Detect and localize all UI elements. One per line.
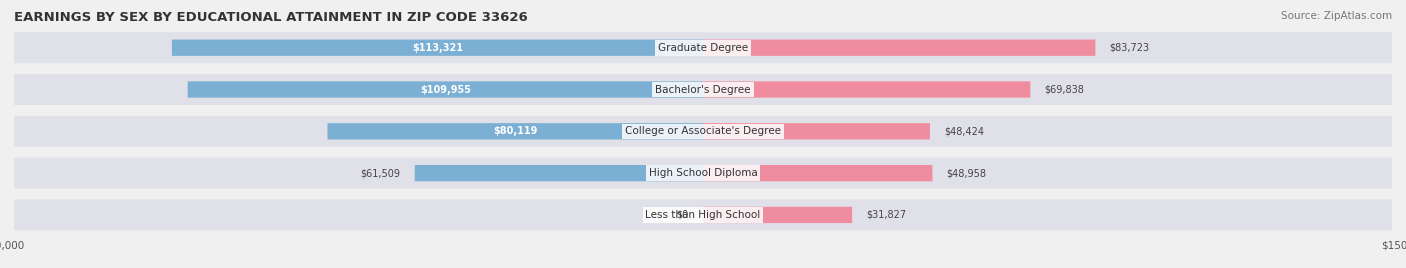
Text: $48,424: $48,424 xyxy=(943,126,984,136)
FancyBboxPatch shape xyxy=(14,158,1392,189)
Text: $83,723: $83,723 xyxy=(1109,43,1150,53)
Text: High School Diploma: High School Diploma xyxy=(648,168,758,178)
FancyBboxPatch shape xyxy=(187,81,703,98)
Text: Graduate Degree: Graduate Degree xyxy=(658,43,748,53)
Text: $69,838: $69,838 xyxy=(1045,84,1084,95)
Text: $109,955: $109,955 xyxy=(420,84,471,95)
Text: $48,958: $48,958 xyxy=(946,168,987,178)
Text: EARNINGS BY SEX BY EDUCATIONAL ATTAINMENT IN ZIP CODE 33626: EARNINGS BY SEX BY EDUCATIONAL ATTAINMEN… xyxy=(14,11,527,24)
FancyBboxPatch shape xyxy=(14,199,1392,230)
Text: Source: ZipAtlas.com: Source: ZipAtlas.com xyxy=(1281,11,1392,21)
Text: $113,321: $113,321 xyxy=(412,43,463,53)
Text: $61,509: $61,509 xyxy=(361,168,401,178)
FancyBboxPatch shape xyxy=(14,74,1392,105)
FancyBboxPatch shape xyxy=(14,32,1392,63)
FancyBboxPatch shape xyxy=(703,81,1031,98)
FancyBboxPatch shape xyxy=(703,165,932,181)
Text: Less than High School: Less than High School xyxy=(645,210,761,220)
FancyBboxPatch shape xyxy=(14,116,1392,147)
FancyBboxPatch shape xyxy=(703,40,1095,56)
Text: $31,827: $31,827 xyxy=(866,210,907,220)
Text: $0: $0 xyxy=(676,210,689,220)
FancyBboxPatch shape xyxy=(415,165,703,181)
Text: $80,119: $80,119 xyxy=(494,126,537,136)
FancyBboxPatch shape xyxy=(172,40,703,56)
Text: College or Associate's Degree: College or Associate's Degree xyxy=(626,126,780,136)
FancyBboxPatch shape xyxy=(703,123,929,139)
FancyBboxPatch shape xyxy=(328,123,703,139)
Text: Bachelor's Degree: Bachelor's Degree xyxy=(655,84,751,95)
FancyBboxPatch shape xyxy=(703,207,852,223)
